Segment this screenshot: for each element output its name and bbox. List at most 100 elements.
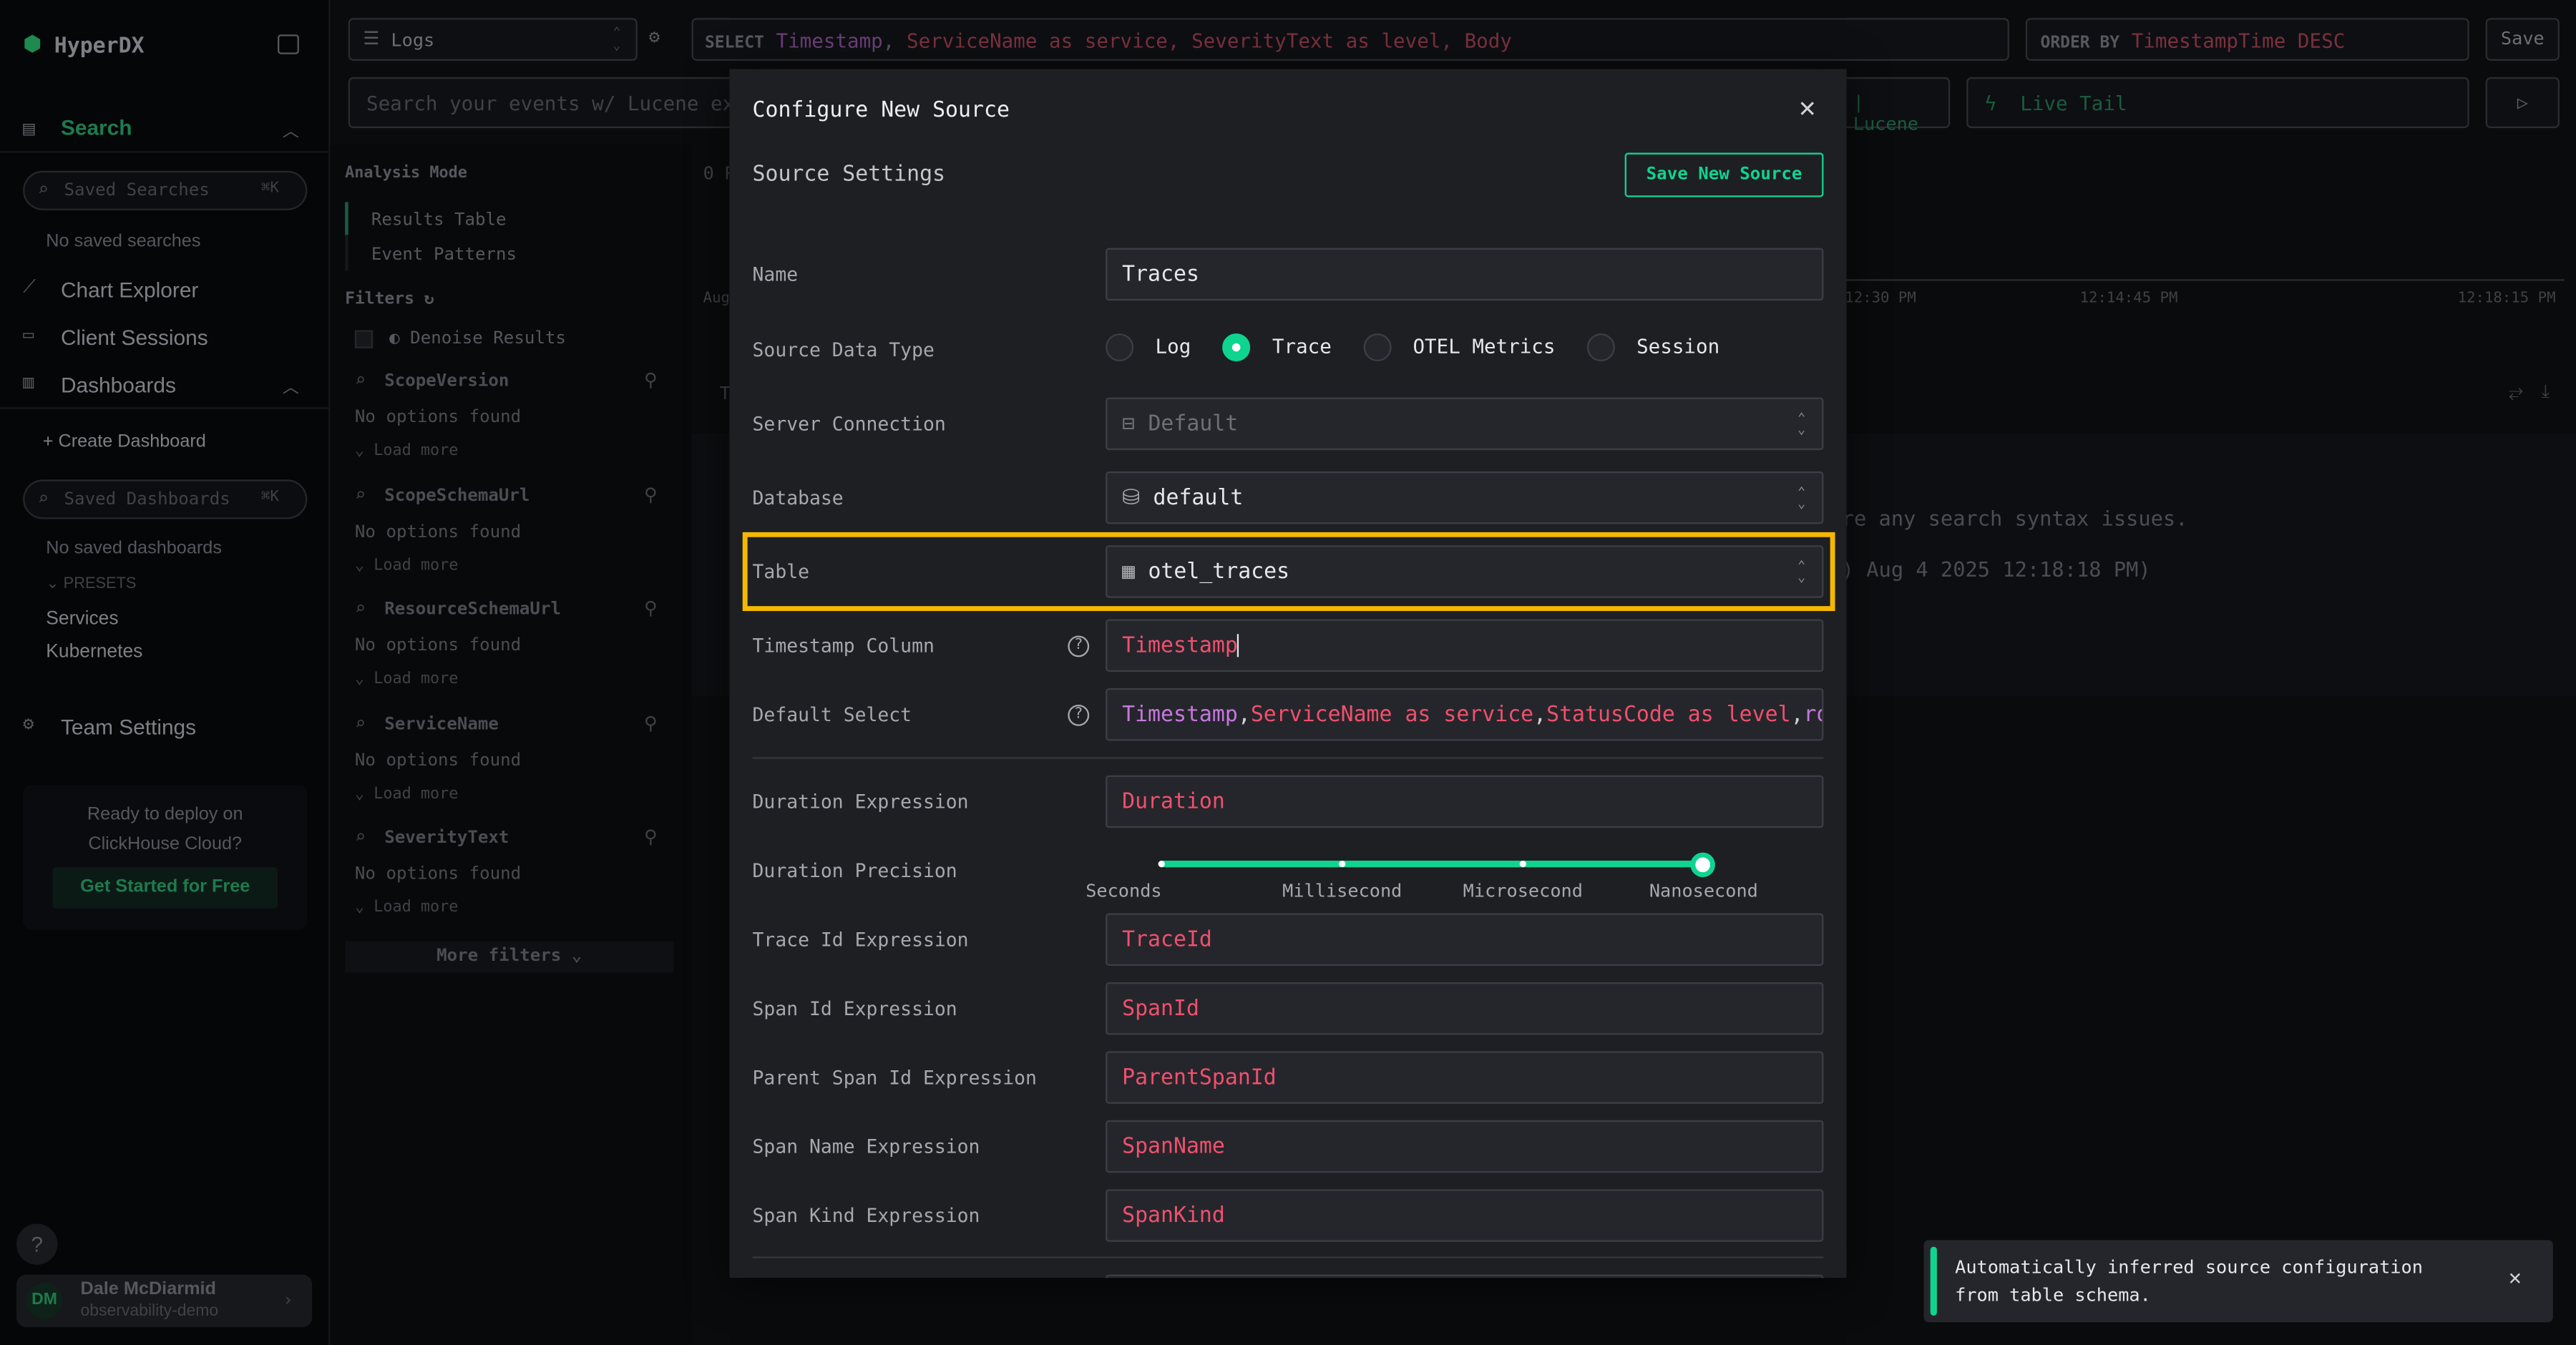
preset-services[interactable]: Services (46, 609, 119, 630)
help-button[interactable]: ? (16, 1223, 58, 1265)
source-select[interactable]: ☰ Logs ⌃ ⌄ (348, 18, 638, 61)
span-name-input[interactable]: SpanName (1106, 1120, 1824, 1173)
database-icon: ⛁ (1122, 485, 1141, 510)
pin-icon[interactable]: ⚲ (643, 712, 658, 734)
more-filters-button[interactable]: More filters ⌄ (345, 941, 674, 973)
search-icon[interactable]: ⌕ (354, 369, 366, 391)
span-id-input[interactable]: SpanId (1106, 982, 1824, 1035)
duration-input[interactable]: Duration (1106, 775, 1824, 828)
help-icon[interactable]: ? (1068, 635, 1090, 657)
pin-icon[interactable]: ⚲ (643, 369, 658, 391)
pin-icon[interactable]: ⚲ (643, 597, 658, 620)
load-more-button[interactable]: ⌄ Load more (354, 441, 459, 460)
save-new-source-button[interactable]: Save New Source (1624, 152, 1824, 197)
close-icon[interactable]: ✕ (1799, 92, 1816, 125)
radio-otel-metrics[interactable] (1363, 333, 1392, 362)
trace-id-label: Trace Id Expression (752, 928, 969, 952)
pin-icon[interactable]: ⚲ (643, 484, 658, 505)
span-kind-label: Span Kind Expression (752, 1203, 980, 1228)
load-more-button[interactable]: ⌄ Load more (354, 556, 459, 574)
gear-icon[interactable]: ⚙ (648, 26, 660, 48)
slider-mark (1519, 861, 1526, 868)
user-menu[interactable]: DM Dale McDiarmid observability-demo › (16, 1274, 313, 1328)
radio-log[interactable] (1106, 333, 1134, 362)
live-tail-button[interactable]: ϟ Live Tail (1966, 77, 2469, 129)
sidebar-item-search[interactable]: Search (60, 114, 132, 140)
lucene-label: Lucene (1853, 113, 1919, 135)
chevron-up-icon[interactable]: ︿ (282, 379, 299, 398)
close-icon[interactable]: ✕ (2508, 1266, 2522, 1291)
help-icon[interactable]: ? (1068, 704, 1090, 726)
presets-header[interactable]: ⌄ PRESETS (46, 574, 137, 593)
load-more-label: Load more (374, 441, 459, 460)
next-field-input[interactable] (1106, 1274, 1824, 1278)
search-icon[interactable]: ⌕ (354, 597, 366, 620)
select-input[interactable]: SELECT Timestamp, ServiceName as service… (691, 18, 2009, 61)
get-started-button[interactable]: Get Started for Free (52, 867, 278, 909)
database-select[interactable]: ⛁ default ⌃ ⌄ (1106, 471, 1824, 524)
chevron-up-icon[interactable]: ︿ (282, 123, 299, 142)
server-connection-select[interactable]: ⊟ Default ⌃ ⌄ (1106, 397, 1824, 451)
precision-option[interactable]: Nanosecond (1649, 880, 1758, 902)
search-input[interactable]: Search your events w/ Lucene ex. (348, 77, 743, 129)
source-type-label: Source Data Type (752, 338, 935, 362)
mode-event-patterns[interactable]: Event Patterns (371, 245, 517, 265)
name-input[interactable]: Traces (1106, 248, 1824, 301)
search-nav-icon: ▤ (23, 117, 35, 140)
table-label: Table (752, 559, 810, 584)
precision-option[interactable]: Millisecond (1282, 880, 1402, 902)
pin-icon[interactable]: ⚲ (643, 826, 658, 848)
load-more-button[interactable]: ⌄ Load more (354, 898, 459, 917)
denoise-checkbox[interactable] (354, 330, 374, 348)
table-select[interactable]: ▦ otel_traces ⌃ ⌄ (1106, 545, 1824, 598)
sidebar-item-team-settings[interactable]: Team Settings (60, 714, 197, 740)
shortcut-hint: ⌘K (261, 180, 279, 197)
load-more-button[interactable]: ⌄ Load more (354, 670, 459, 688)
radio-session[interactable] (1586, 333, 1615, 362)
search-icon[interactable]: ⌕ (354, 826, 366, 848)
search-icon[interactable]: ⌕ (354, 484, 366, 505)
precision-option[interactable]: Seconds (1085, 880, 1162, 902)
create-dashboard-button[interactable]: + Create Dashboard (42, 431, 206, 452)
load-more-button[interactable]: ⌄ Load more (354, 784, 459, 803)
default-select-input[interactable]: Timestamp, ServiceName as service, Statu… (1106, 688, 1824, 741)
hyperdx-logo-icon: ⬢ (23, 32, 42, 58)
x-tick: 12:30 PM (1845, 290, 1916, 308)
filter-group-name: ServiceName (384, 713, 499, 734)
avatar: DM (26, 1283, 63, 1319)
radio-trace[interactable] (1222, 333, 1251, 362)
sidebar-item-dashboards[interactable]: Dashboards (60, 373, 176, 398)
precision-option[interactable]: Microsecond (1463, 880, 1583, 902)
parent-span-id-input[interactable]: ParentSpanId (1106, 1051, 1824, 1104)
span-kind-input[interactable]: SpanKind (1106, 1189, 1824, 1242)
sidebar-item-client-sessions[interactable]: Client Sessions (60, 325, 208, 351)
sidebar-item-chart-explorer[interactable]: Chart Explorer (60, 278, 199, 303)
source-type-radio-group: Log Trace OTEL Metrics Session (1106, 333, 1719, 362)
toast-notification: Automatically inferred source configurat… (1923, 1240, 2553, 1323)
trace-id-input[interactable]: TraceId (1106, 913, 1824, 966)
run-button[interactable]: ▷ (2485, 77, 2560, 129)
download-icon[interactable]: ⤓ (2541, 381, 2550, 403)
precision-slider-track[interactable] (1159, 861, 1704, 868)
timestamp-input[interactable]: Timestamp (1106, 619, 1824, 672)
table-field-highlight (742, 532, 1835, 612)
save-query-button[interactable]: Save (2485, 18, 2560, 61)
refresh-icon[interactable]: ↻ (424, 290, 434, 309)
wrap-lines-icon[interactable]: ⥂ (2508, 381, 2524, 403)
chevron-updown-icon: ⌃ ⌄ (1797, 410, 1806, 437)
precision-slider-thumb[interactable] (1690, 852, 1715, 878)
collapse-sidebar-icon[interactable] (278, 34, 299, 54)
mode-results-table[interactable]: Results Table (371, 210, 507, 230)
lucene-toggle[interactable]: | Lucene (1831, 77, 1951, 134)
axis-start-label: Aug (703, 290, 730, 308)
table-icon: ▦ (1122, 559, 1136, 585)
saved-dashboards-input[interactable]: ⌕ Saved Dashboards ⌘K (23, 479, 308, 519)
more-filters-label: More filters (436, 946, 562, 966)
preset-kubernetes[interactable]: Kubernetes (46, 642, 143, 662)
load-more-label: Load more (374, 670, 459, 688)
order-by-input[interactable]: ORDER BY TimestampTime DESC (2025, 18, 2469, 61)
select-part: ServiceName as service (1250, 702, 1534, 727)
sidebar: ⬢ HyperDX ▤ Search ︿ ⌕ Saved Searches ⌘K… (0, 0, 331, 1345)
search-icon[interactable]: ⌕ (354, 712, 366, 734)
saved-searches-input[interactable]: ⌕ Saved Searches ⌘K (23, 170, 308, 210)
